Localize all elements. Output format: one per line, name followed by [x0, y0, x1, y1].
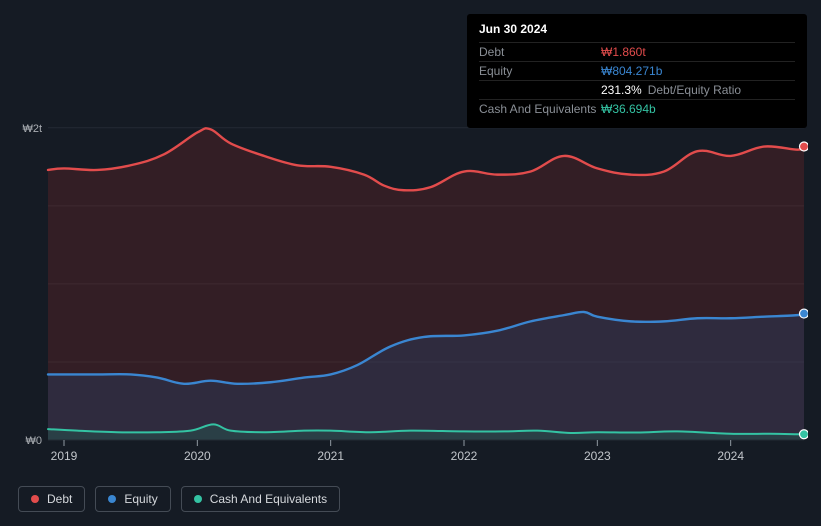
legend-item-cash[interactable]: Cash And Equivalents [181, 486, 340, 512]
legend-dot-icon [108, 495, 116, 503]
x-axis-label: 2021 [317, 449, 344, 463]
tooltip-rows: Debt₩1.860tEquity₩804.271b231.3%Debt/Equ… [479, 42, 795, 118]
legend-label: Cash And Equivalents [210, 492, 327, 506]
end-marker-equity [800, 309, 809, 318]
tooltip-row: Cash And Equivalents₩36.694b [479, 99, 795, 118]
x-axis-label: 2022 [451, 449, 478, 463]
legend-item-equity[interactable]: Equity [95, 486, 170, 512]
x-axis-label: 2020 [184, 449, 211, 463]
legend-dot-icon [31, 495, 39, 503]
legend-label: Equity [124, 492, 157, 506]
tooltip-row-value: ₩36.694b [601, 102, 656, 116]
end-marker-cash [800, 430, 809, 439]
x-axis-label: 2019 [51, 449, 78, 463]
tooltip-row: 231.3% Debt/Equity Ratio [479, 80, 795, 99]
x-axis-label: 2024 [717, 449, 744, 463]
tooltip-row-value: 231.3% [601, 83, 642, 97]
tooltip-row: Debt₩1.860t [479, 42, 795, 61]
tooltip-date: Jun 30 2024 [479, 22, 795, 36]
chart-root: Jun 30 2024 Debt₩1.860tEquity₩804.271b23… [0, 0, 821, 526]
y-axis-label: ₩2t [22, 123, 42, 135]
legend-item-debt[interactable]: Debt [18, 486, 85, 512]
y-axis-label: ₩0 [26, 435, 43, 447]
data-tooltip: Jun 30 2024 Debt₩1.860tEquity₩804.271b23… [467, 14, 807, 128]
tooltip-row-label: Debt [479, 45, 601, 59]
x-axis-label: 2023 [584, 449, 611, 463]
chart-svg[interactable]: ₩2t ₩0 2019 2020 2021 2022 2023 2024 [18, 120, 808, 480]
tooltip-row-extra: Debt/Equity Ratio [648, 83, 741, 97]
legend: Debt Equity Cash And Equivalents [18, 486, 340, 512]
chart-area: ₩2t₩0201920202021202220232024 [18, 120, 808, 450]
tooltip-row: Equity₩804.271b [479, 61, 795, 80]
tooltip-row-value: ₩1.860t [601, 45, 646, 59]
legend-label: Debt [47, 492, 72, 506]
legend-dot-icon [194, 495, 202, 503]
tooltip-row-label: Cash And Equivalents [479, 102, 601, 116]
tooltip-row-label: Equity [479, 64, 601, 78]
end-marker-debt [800, 142, 809, 151]
tooltip-row-value: ₩804.271b [601, 64, 662, 78]
